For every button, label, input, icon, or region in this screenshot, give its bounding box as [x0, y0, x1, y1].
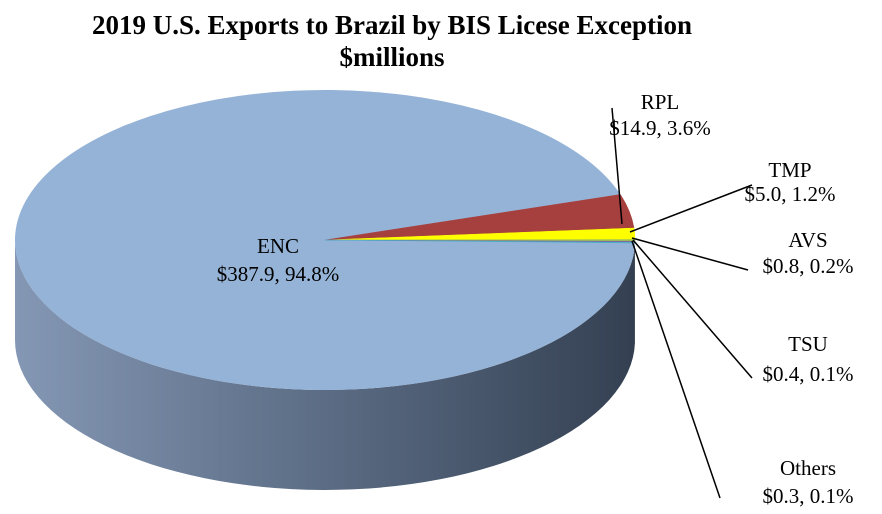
chart-subtitle: $millions: [339, 42, 444, 72]
slice-label: TSU: [788, 332, 828, 356]
value-label: $0.3, 0.1%: [763, 484, 854, 508]
slice-label: Others: [780, 456, 836, 480]
value-label: $14.9, 3.6%: [609, 116, 711, 140]
slice-label: TMP: [768, 158, 811, 182]
pie: [14, 89, 636, 490]
leader-line: [631, 237, 749, 271]
value-label: $5.0, 1.2%: [745, 182, 836, 206]
slice-label: AVS: [788, 228, 827, 252]
value-label: $387.9, 94.8%: [217, 262, 340, 286]
slice: [14, 89, 635, 390]
leader-line: [611, 107, 623, 225]
leader-line: [629, 184, 753, 233]
leader-line: [631, 240, 721, 499]
value-label: $0.8, 0.2%: [763, 254, 854, 278]
chart-title: 2019 U.S. Exports to Brazil by BIS Lices…: [92, 10, 692, 40]
slice-label: ENC: [257, 234, 299, 258]
value-label: $0.4, 0.1%: [763, 362, 854, 386]
slice-side: [15, 240, 635, 490]
slice-label: RPL: [641, 90, 680, 114]
leader-line: [632, 239, 753, 379]
